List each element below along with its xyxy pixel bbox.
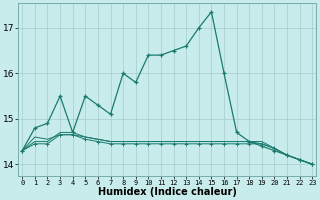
X-axis label: Humidex (Indice chaleur): Humidex (Indice chaleur) bbox=[98, 187, 237, 197]
